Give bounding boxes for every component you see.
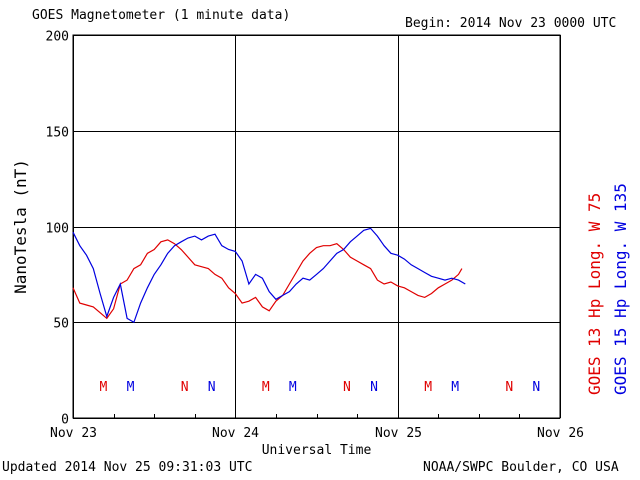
plot-frame	[72, 34, 561, 419]
marker-m: M	[424, 380, 432, 395]
legend-entry-1: GOES 13 Hp Long. W 75	[585, 193, 604, 395]
x-tick-label: Nov 23	[50, 426, 97, 441]
marker-n: N	[505, 380, 513, 395]
begin-time: Begin: 2014 Nov 23 0000 UTC	[405, 16, 617, 31]
legend-entry-2: GOES 15 Hp Long. W 135	[611, 183, 630, 395]
x-tick-label: Nov 25	[375, 426, 422, 441]
series-line-1	[72, 239, 463, 320]
y-tick-label: 50	[53, 317, 69, 332]
marker-m: M	[127, 380, 135, 395]
x-tick-label: Nov 24	[212, 426, 259, 441]
y-tick-label: 150	[46, 126, 69, 141]
chart-title: GOES Magnetometer (1 minute data)	[32, 8, 291, 23]
y-tick-label: 200	[46, 30, 69, 45]
marker-n: N	[532, 380, 540, 395]
y-tick-label: 100	[46, 222, 69, 237]
y-tick-label: 0	[61, 413, 69, 428]
data-source: NOAA/SWPC Boulder, CO USA	[423, 460, 619, 475]
y-axis-label: NanoTesla (nT)	[11, 159, 30, 294]
marker-m: M	[100, 380, 108, 395]
marker-n: N	[370, 380, 378, 395]
marker-n: N	[181, 380, 189, 395]
marker-m: M	[262, 380, 270, 395]
x-axis-label: Universal Time	[262, 443, 372, 458]
marker-n: N	[343, 380, 351, 395]
x-tick-label: Nov 26	[537, 426, 584, 441]
marker-n: N	[208, 380, 216, 395]
marker-m: M	[451, 380, 459, 395]
series-line-2	[72, 227, 466, 324]
marker-m: M	[289, 380, 297, 395]
updated-time: Updated 2014 Nov 25 09:31:03 UTC	[2, 460, 253, 475]
